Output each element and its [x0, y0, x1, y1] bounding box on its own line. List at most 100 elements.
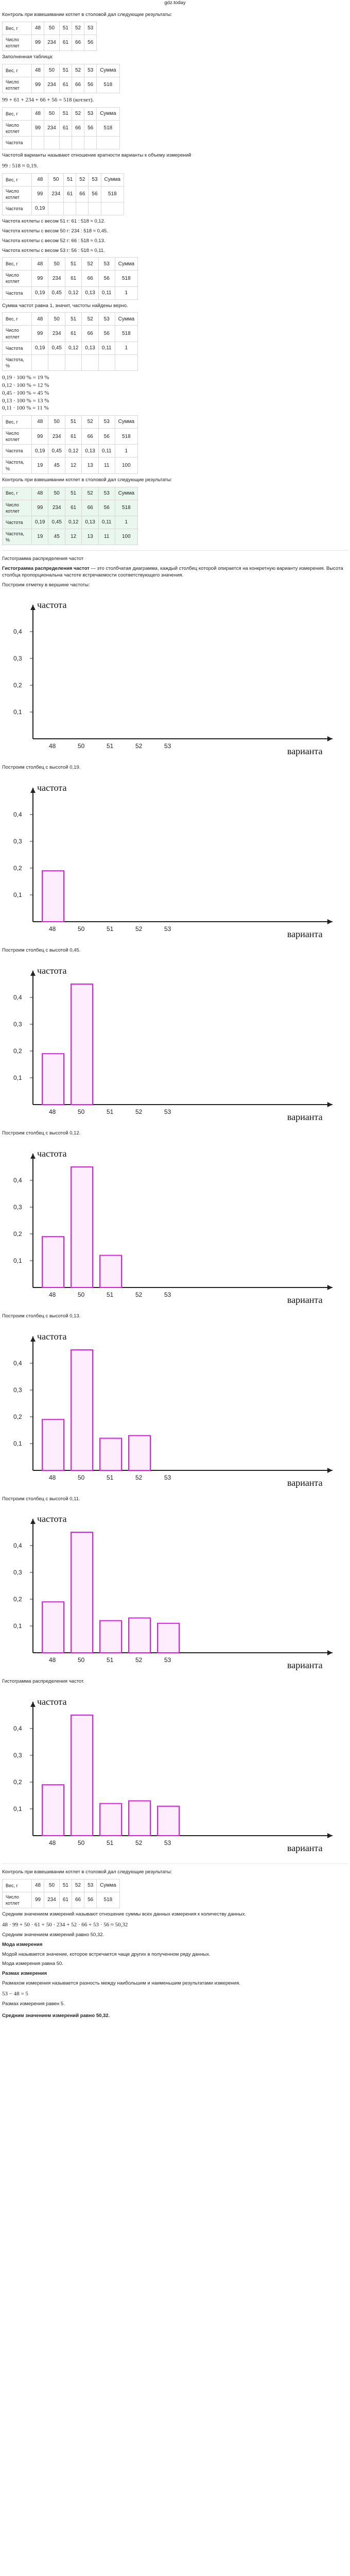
- table-cell: 0,19: [31, 444, 49, 458]
- histogram-bar: [99, 1803, 122, 1837]
- y-tick-label: 0,1: [13, 1805, 22, 1812]
- table-cell: 0,19: [31, 202, 49, 216]
- histogram-bar: [71, 984, 93, 1105]
- table-cell: 99: [31, 120, 45, 137]
- table-cell: [71, 136, 85, 150]
- table-cell: [64, 354, 82, 371]
- table-cell: 1: [114, 286, 138, 300]
- x-axis-label: варианта: [287, 1478, 323, 1488]
- x-axis-label: варианта: [287, 1660, 323, 1670]
- table-cell: Сумма: [96, 1879, 120, 1893]
- chart-0: частота варианта 0,1 0,2 0,3 0,4 48 50 51 52 53: [2, 591, 348, 761]
- table-cell: 0,11: [98, 515, 115, 529]
- histogram-bar: [42, 1053, 64, 1105]
- table-cell: 53: [98, 312, 115, 326]
- table-cell: [88, 202, 101, 216]
- x-tick-label: 53: [164, 1108, 171, 1115]
- y-axis-arrow: [30, 1702, 36, 1707]
- table-cell: 52: [71, 107, 85, 121]
- table-cell: 66: [81, 325, 99, 342]
- y-axis-label: частота: [37, 1331, 67, 1342]
- x-tick-label: 52: [135, 1656, 143, 1664]
- range-desc: Размахом измерения называется разность м…: [2, 1980, 240, 1987]
- table-cell: 56: [88, 185, 101, 203]
- freq-sum: 99 : 518 ≈ 0,19.: [2, 162, 38, 169]
- gist-final: Гистограмма распределения частот.: [2, 1679, 84, 1685]
- table-cell: 11: [98, 457, 115, 474]
- percent-list: 0,19 · 100 % = 19 % 0,12 · 100 % = 12 % …: [2, 374, 348, 412]
- range-eq: 53 − 48 = 5: [2, 1990, 28, 1997]
- table-cell: [44, 136, 60, 150]
- table-cell: 12: [64, 528, 82, 546]
- x-tick-label: 50: [78, 925, 85, 933]
- table-row: Частота 0,19 0,45 0,12 0,13 0,11 1: [2, 515, 138, 529]
- x-tick-label: 48: [49, 1108, 56, 1115]
- paragraph-7: Частота котлеты с весом 53 г: 56 : 518 ≈…: [2, 247, 105, 253]
- table-cell: 0,13: [81, 444, 99, 458]
- table-cell: 61: [64, 499, 82, 516]
- table-cell: 66: [81, 499, 99, 516]
- histogram-svg: частота варианта 0,1 0,2 0,3 0,4 48 50 51 52 53: [13, 965, 332, 1122]
- paragraph-9: Контроль при взвешивании котлет в столов…: [2, 477, 172, 483]
- table-cell-label: Число котлет: [2, 34, 32, 51]
- histogram-bar: [128, 1617, 151, 1654]
- table-cell: Сумма: [114, 486, 138, 500]
- x-tick-label: 52: [135, 1839, 143, 1846]
- table-cell: 0,12: [64, 341, 82, 355]
- table-cell-label: Частота: [2, 515, 32, 529]
- histogram-bar: [157, 1623, 180, 1654]
- table-cell: 99: [31, 270, 49, 287]
- table-cell: Сумма: [96, 63, 120, 77]
- y-tick-label: 0,2: [13, 1778, 22, 1786]
- table-cell: [84, 136, 97, 150]
- histogram-bar: [42, 1601, 64, 1654]
- table-cell: 51: [59, 21, 72, 35]
- table-cell: 48: [31, 415, 49, 429]
- histogram-svg: частота варианта 0,1 0,2 0,3 0,4 48 50 51 52 53: [13, 600, 332, 756]
- x-axis-arrow: [327, 1284, 332, 1290]
- table-cell: [59, 136, 72, 150]
- x-axis-label: варианта: [287, 929, 323, 939]
- x-tick-label: 52: [135, 742, 143, 750]
- table-cell: 0,19: [31, 515, 49, 529]
- gist-desc-bold: Гистограмма распределения частот: [2, 565, 90, 571]
- table-cell: 0,12: [64, 515, 82, 529]
- table-cell: 53: [84, 107, 97, 121]
- table-cell: 518: [96, 120, 120, 137]
- table-cell: [48, 202, 64, 216]
- table-row: Частота, % 19 45 12 13 11 100: [2, 528, 138, 546]
- y-axis-label: частота: [37, 1148, 67, 1159]
- table-freqs-partial: Вес, г 48 50 51 52 53 Сумма Число котлет…: [2, 173, 124, 216]
- histogram-group: частота варианта 0,1 0,2 0,3 0,4 48 50 51 52 53: [13, 600, 332, 756]
- table-cell: 0,19: [31, 286, 49, 300]
- table-row: Число котлет 99 234 61 66 56 518: [2, 120, 120, 137]
- y-axis-label: частота: [37, 783, 67, 793]
- x-tick-label: 48: [49, 1291, 56, 1298]
- table-cell: 518: [114, 428, 138, 445]
- histogram-svg: частота варианта 0,1 0,2 0,3 0,4 48 50 51 52 53: [13, 1697, 332, 1853]
- x-tick-label: 50: [78, 1291, 85, 1298]
- sum-line: 99 + 61 + 234 + 66 + 56 = 518 (котлет).: [2, 97, 94, 103]
- table-cell: 48: [31, 21, 45, 35]
- table-cell: 51: [59, 1879, 72, 1893]
- table-cell: 0,12: [64, 286, 82, 300]
- gist-desc-text: — это столбчатая диаграмма, каждый столб…: [2, 565, 343, 578]
- table-cell: 234: [44, 76, 60, 94]
- table-cell: 100: [114, 528, 138, 546]
- y-axis-arrow: [30, 788, 36, 793]
- table-cell: 61: [63, 185, 77, 203]
- x-tick-label: 51: [107, 1474, 114, 1481]
- table-cell: 66: [71, 1892, 85, 1909]
- table-row: Частота 0,19 0,45 0,12 0,13 0,11 1: [2, 444, 138, 458]
- table-cell: 0,45: [48, 341, 65, 355]
- histogram-bar: [71, 1349, 93, 1471]
- table-cell: 53: [84, 63, 97, 77]
- table-cell: 50: [44, 63, 60, 77]
- gist-title: Гистограмма распределения частот: [2, 556, 84, 562]
- x-tick-label: 50: [78, 1108, 85, 1115]
- table-cell-label: Число котлет: [2, 185, 32, 203]
- table-row: Вес, г 48 50 51 52 53 Сумма: [2, 486, 138, 500]
- table-cell-label: Число котлет: [2, 428, 32, 445]
- table-cell-label: Вес, г: [2, 486, 32, 500]
- table-freqs-full: Вес, г 48 50 51 52 53 Сумма Число котлет…: [2, 257, 138, 300]
